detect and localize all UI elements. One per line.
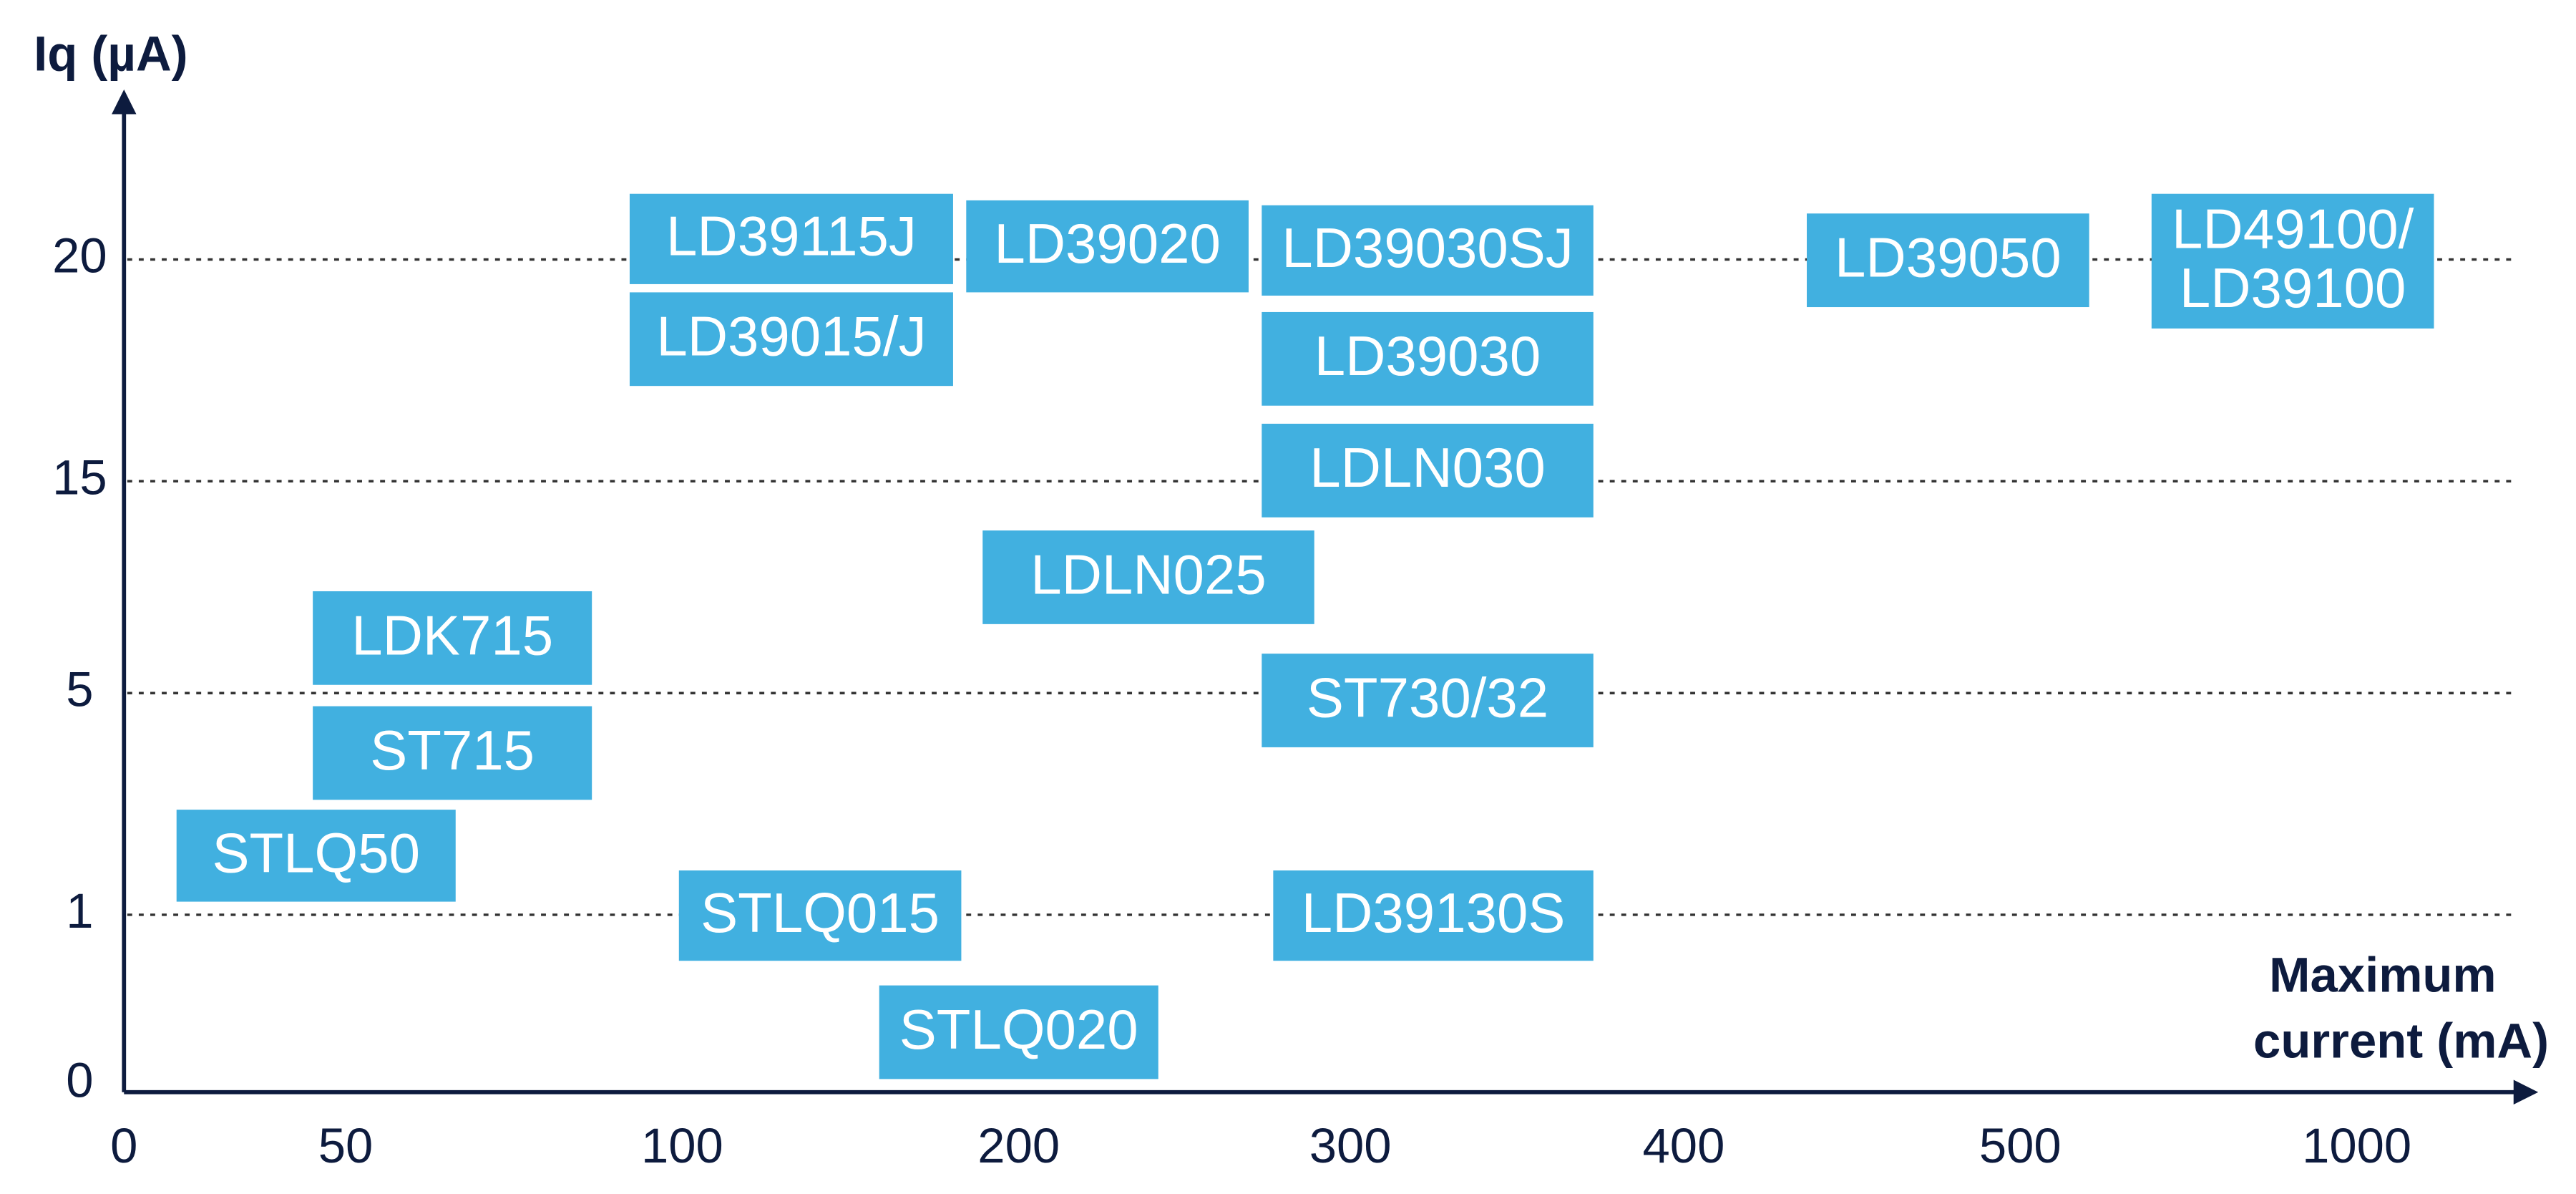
product-box bbox=[629, 292, 953, 387]
product-box bbox=[1262, 654, 1594, 747]
product-box bbox=[1262, 423, 1594, 518]
product-label: LD39020 bbox=[994, 212, 1221, 275]
y-tick-label: 20 bbox=[52, 228, 107, 283]
x-tick-label: 500 bbox=[1979, 1118, 2062, 1173]
product-box bbox=[678, 870, 962, 961]
product-box bbox=[879, 985, 1158, 1079]
product-box bbox=[1807, 213, 2089, 308]
y-tick-label: 0 bbox=[66, 1052, 93, 1107]
y-axis-title: Iq (µA) bbox=[34, 26, 188, 81]
product-box bbox=[1273, 870, 1594, 961]
x-tick-label: 1000 bbox=[2302, 1118, 2411, 1173]
product-box bbox=[982, 530, 1314, 624]
x-tick-label: 50 bbox=[318, 1118, 374, 1173]
product-label: LD39030SJ bbox=[1282, 216, 1574, 279]
product-box bbox=[629, 193, 953, 284]
x-tick-label: 400 bbox=[1643, 1118, 1725, 1173]
x-tick-label: 100 bbox=[641, 1118, 723, 1173]
x-axis-title: Maximum bbox=[2269, 948, 2496, 1003]
product-label: LD39015/J bbox=[656, 305, 926, 368]
product-label: LD39100 bbox=[2180, 256, 2406, 319]
product-label: LD39030 bbox=[1314, 324, 1541, 387]
product-label: LD39130S bbox=[1302, 881, 1566, 944]
x-tick-label: 0 bbox=[110, 1118, 137, 1173]
product-label: STLQ50 bbox=[212, 821, 419, 884]
y-tick-label: 1 bbox=[66, 883, 93, 938]
product-box bbox=[2151, 193, 2434, 329]
product-label: STLQ020 bbox=[899, 998, 1138, 1061]
x-axis-title: current (mA) bbox=[2253, 1013, 2549, 1068]
x-tick-label: 300 bbox=[1309, 1118, 1392, 1173]
y-tick-label: 15 bbox=[52, 450, 107, 505]
product-label: LD39050 bbox=[1835, 226, 2062, 289]
product-box bbox=[1262, 311, 1594, 406]
product-label: LDLN025 bbox=[1030, 543, 1267, 606]
product-label: STLQ015 bbox=[701, 881, 940, 944]
product-label: LD49100/ bbox=[2172, 197, 2414, 260]
product-box bbox=[176, 810, 456, 902]
product-label: ST715 bbox=[370, 719, 535, 782]
product-box bbox=[1262, 205, 1594, 296]
product-label: LD39115J bbox=[666, 205, 917, 268]
product-box bbox=[313, 591, 592, 685]
x-tick-label: 200 bbox=[977, 1118, 1060, 1173]
product-label: ST730/32 bbox=[1307, 666, 1548, 729]
product-box bbox=[313, 706, 592, 800]
product-label: LDLN030 bbox=[1309, 436, 1546, 499]
product-label: LDK715 bbox=[351, 603, 553, 666]
product-box bbox=[966, 200, 1249, 293]
y-tick-label: 5 bbox=[66, 661, 93, 717]
